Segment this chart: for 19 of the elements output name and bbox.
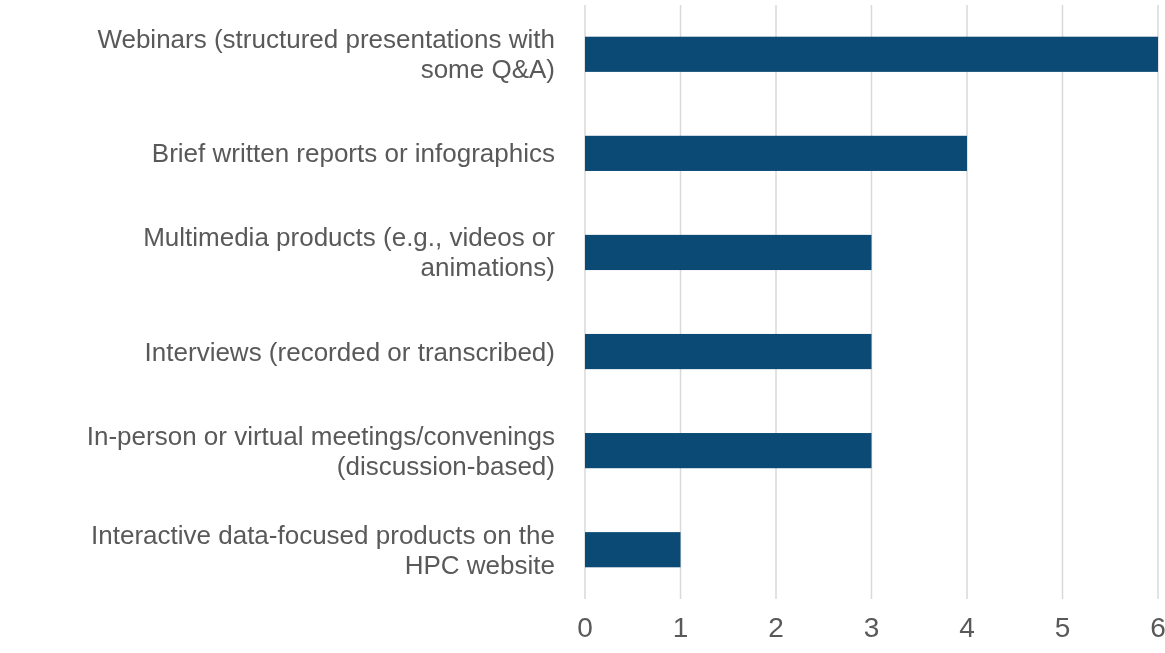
y-tick-label: In-person or virtual meetings/convenings (discussion-based) — [86, 420, 555, 481]
x-tick-label: 0 — [577, 612, 593, 643]
x-tick-label: 2 — [768, 612, 784, 643]
x-tick-label: 3 — [863, 612, 880, 643]
y-tick-label: Interviews (recorded or transcribed) — [144, 336, 555, 367]
x-tick-label: 4 — [959, 612, 975, 643]
y-tick-label: Interactive data-focused products on the HPC website — [91, 519, 555, 580]
bar — [585, 135, 967, 171]
y-tick-label: Brief written reports or infographics — [151, 138, 555, 169]
bar — [585, 234, 872, 271]
x-tick-label: 1 — [672, 612, 689, 643]
x-tick-label: 5 — [1054, 612, 1071, 643]
x-tick-label: 6 — [1150, 612, 1165, 643]
y-tick-label: Multimedia products (e.g., videos or animations) — [143, 222, 556, 283]
bar — [585, 433, 872, 469]
bar — [585, 333, 872, 370]
y-tick-label: Webinars (structured presentations with some Q&A) — [97, 24, 555, 85]
bar — [585, 36, 1158, 72]
bar — [585, 532, 681, 568]
